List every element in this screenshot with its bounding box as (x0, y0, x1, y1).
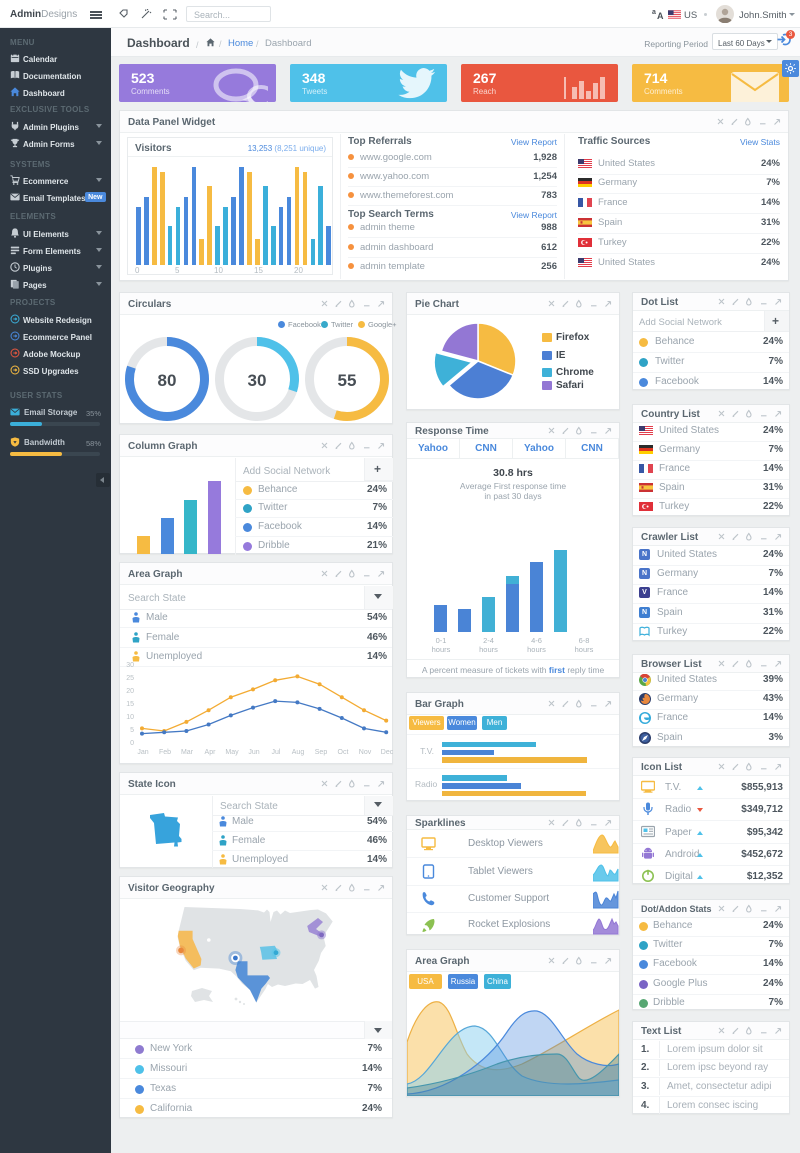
svg-text:30: 30 (248, 371, 267, 390)
svg-text:A: A (657, 11, 664, 20)
svg-text:80: 80 (158, 371, 177, 390)
svg-text:a: a (652, 9, 656, 16)
svg-text:55: 55 (338, 371, 357, 390)
